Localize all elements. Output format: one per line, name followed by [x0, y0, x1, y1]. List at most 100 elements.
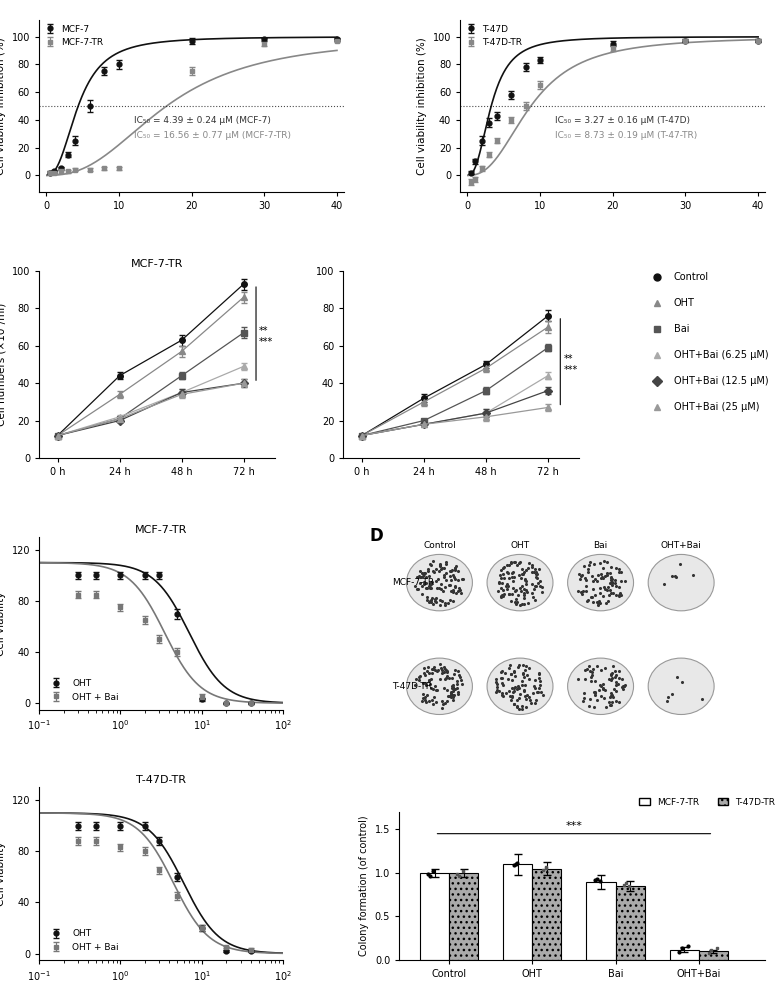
Point — [518, 683, 530, 699]
Point — [447, 677, 459, 693]
Y-axis label: Cell viability: Cell viability — [0, 841, 6, 906]
Point — [513, 567, 526, 583]
Point — [492, 683, 505, 699]
Point — [503, 570, 515, 586]
Point — [444, 568, 456, 584]
Point — [414, 575, 426, 591]
Point — [505, 554, 517, 570]
Point — [518, 590, 530, 606]
Point — [420, 677, 433, 693]
Point — [609, 560, 622, 576]
Point — [440, 556, 452, 572]
Point — [504, 688, 516, 704]
Point — [508, 569, 520, 585]
Point — [499, 665, 512, 681]
Point — [422, 659, 434, 675]
Point — [527, 581, 540, 597]
Point — [586, 664, 598, 680]
Text: OHT: OHT — [673, 298, 694, 308]
Point — [509, 596, 522, 612]
Point — [608, 575, 621, 591]
Point — [591, 595, 604, 611]
Point — [448, 666, 460, 682]
Point — [580, 593, 593, 609]
Point — [532, 684, 544, 700]
Point — [452, 686, 465, 702]
Point — [573, 571, 586, 587]
Point — [416, 693, 429, 709]
Point — [505, 555, 518, 571]
Point — [527, 589, 540, 605]
Y-axis label: Cell numbers (×10⁴/ml): Cell numbers (×10⁴/ml) — [0, 303, 6, 426]
Point — [428, 678, 440, 694]
Point — [424, 592, 437, 608]
Point — [495, 575, 508, 591]
Point — [612, 694, 625, 710]
Point — [444, 685, 457, 701]
Point — [608, 681, 620, 697]
Point — [602, 671, 615, 687]
Point — [589, 687, 601, 703]
Point — [512, 678, 524, 694]
Text: MCF-7-TR: MCF-7-TR — [392, 578, 434, 587]
Point — [604, 575, 616, 591]
Legend: OHT, OHT + Bai: OHT, OHT + Bai — [44, 926, 123, 955]
Point — [451, 663, 464, 679]
Point — [421, 592, 433, 608]
Point — [416, 690, 429, 706]
Text: D: D — [370, 527, 383, 545]
Point — [449, 662, 462, 678]
Point — [439, 671, 451, 687]
Point — [419, 565, 431, 581]
Point — [529, 592, 541, 608]
Point — [591, 658, 604, 674]
Legend: T-47D, T-47D-TR: T-47D, T-47D-TR — [465, 25, 522, 47]
Point — [508, 696, 520, 712]
Point — [449, 681, 462, 697]
Point — [595, 566, 608, 582]
Point — [418, 565, 430, 581]
Point — [434, 561, 447, 577]
Point — [496, 685, 508, 701]
Point — [444, 563, 457, 579]
Point — [440, 668, 453, 684]
Point — [517, 587, 530, 603]
Point — [426, 696, 439, 712]
Point — [448, 579, 461, 595]
Point — [433, 580, 445, 596]
Point — [432, 571, 444, 587]
Point — [508, 594, 521, 610]
Point — [451, 572, 464, 588]
Point — [496, 587, 508, 603]
Point — [417, 665, 430, 681]
Ellipse shape — [487, 658, 553, 714]
Point — [500, 578, 512, 594]
Point — [426, 563, 439, 579]
Point — [428, 564, 440, 580]
Point — [601, 565, 613, 581]
Point — [440, 554, 452, 570]
Point — [580, 578, 592, 594]
Bar — [669, 950, 699, 960]
Point — [587, 568, 599, 584]
Point — [494, 562, 507, 578]
Point — [429, 591, 441, 607]
Point — [423, 693, 435, 709]
Point — [416, 586, 429, 602]
Point — [490, 674, 502, 690]
Point — [614, 585, 626, 601]
Point — [588, 699, 601, 715]
Point — [515, 578, 528, 594]
Point — [430, 682, 443, 698]
Point — [604, 685, 617, 701]
Text: Control: Control — [423, 541, 456, 550]
Point — [421, 589, 433, 605]
Point — [530, 578, 542, 594]
Point — [447, 679, 459, 695]
Point — [490, 676, 503, 692]
Point — [418, 660, 430, 676]
Point — [427, 553, 440, 569]
Point — [610, 587, 622, 603]
Point — [490, 684, 503, 700]
Point — [494, 580, 507, 596]
